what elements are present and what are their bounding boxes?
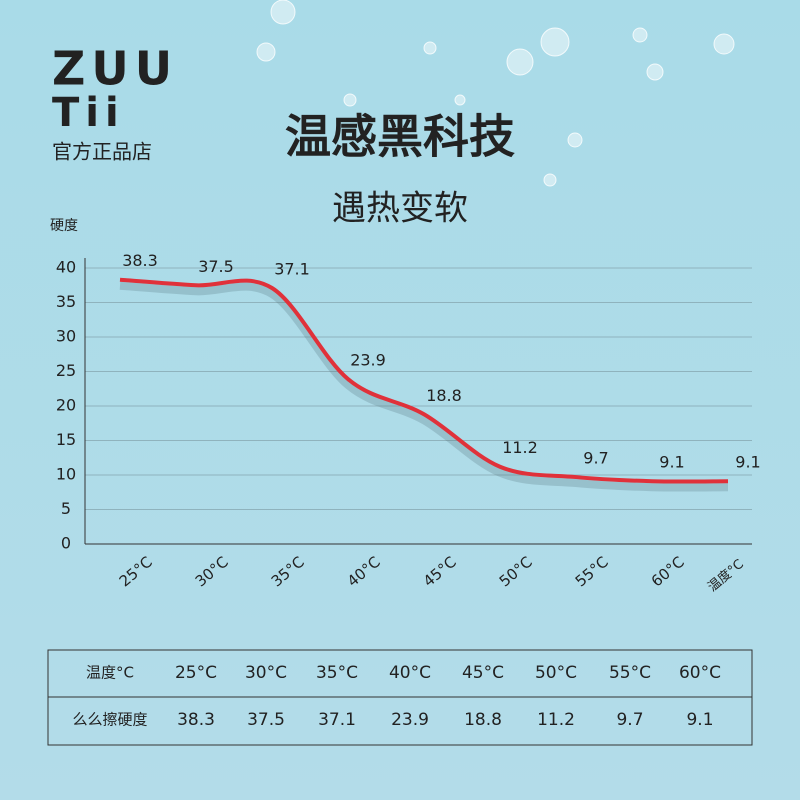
data-label: 38.3 <box>122 251 158 270</box>
y-axis-label: 硬度 <box>50 218 78 234</box>
store-label: 官方正品店 <box>52 140 152 164</box>
table-cell: 么么擦硬度 <box>72 711 147 729</box>
table-cell: 35°C <box>316 663 358 683</box>
y-tick-label: 40 <box>56 258 76 277</box>
data-line <box>119 277 729 484</box>
table-cell: 37.1 <box>318 710 356 730</box>
bubbles <box>256 0 735 187</box>
data-label: 18.8 <box>426 386 462 405</box>
data-label: 37.1 <box>274 260 310 279</box>
data-label: 9.1 <box>659 453 684 472</box>
table-cell: 18.8 <box>464 710 502 730</box>
y-tick-label: 30 <box>56 327 76 346</box>
table-cell: 40°C <box>389 663 431 683</box>
y-tick-label: 10 <box>56 465 76 484</box>
table-cell: 9.7 <box>616 710 643 730</box>
data-label: 9.1 <box>735 453 760 472</box>
table-cell: 23.9 <box>391 710 429 730</box>
chart-subtitle: 遇热变软 <box>332 189 468 229</box>
table-cell: 55°C <box>609 663 651 683</box>
data-label: 37.5 <box>198 257 234 276</box>
y-tick-label: 15 <box>56 430 76 449</box>
table-cell: 9.1 <box>686 710 713 730</box>
chart-title: 温感黑科技 <box>285 110 515 164</box>
y-tick-label: 5 <box>61 499 71 518</box>
y-tick-label: 25 <box>56 361 76 380</box>
logo: Tii <box>52 90 125 136</box>
table-cell: 25°C <box>175 663 217 683</box>
table-cell: 50°C <box>535 663 577 683</box>
table-cell: 30°C <box>245 663 287 683</box>
table-cell: 38.3 <box>177 710 215 730</box>
table-cell: 温度°C <box>86 664 134 682</box>
data-label: 23.9 <box>350 351 386 370</box>
logo: ZUU <box>52 42 178 96</box>
y-tick-label: 20 <box>56 396 76 415</box>
data-label: 11.2 <box>502 438 538 457</box>
line-shadow <box>119 281 729 492</box>
y-tick-label: 35 <box>56 292 76 311</box>
table-cell: 45°C <box>462 663 504 683</box>
data-label: 9.7 <box>583 449 608 468</box>
y-tick-label: 0 <box>61 534 71 553</box>
table-cell: 37.5 <box>247 710 285 730</box>
table-cell: 11.2 <box>537 710 575 730</box>
table-cell: 60°C <box>679 663 721 683</box>
